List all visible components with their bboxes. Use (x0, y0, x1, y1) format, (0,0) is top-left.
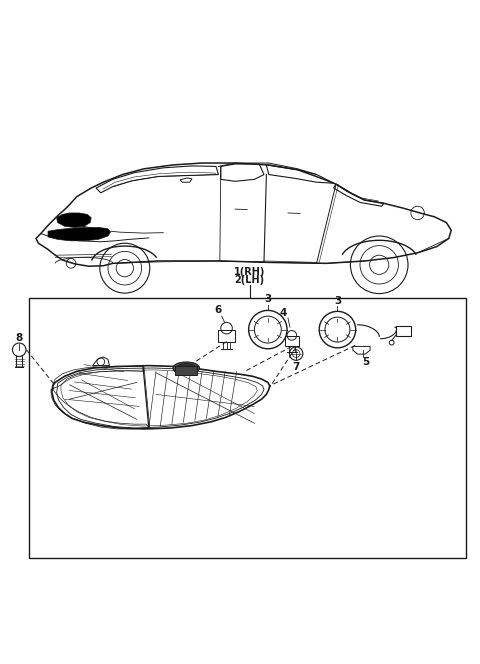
Polygon shape (48, 227, 110, 241)
Ellipse shape (177, 364, 196, 373)
Polygon shape (57, 213, 91, 227)
Text: 5: 5 (362, 357, 370, 367)
Text: 2(LH): 2(LH) (235, 276, 264, 286)
Bar (29, 298, 466, 558)
Ellipse shape (173, 362, 200, 374)
Text: 1(RH): 1(RH) (234, 267, 265, 277)
Text: 8: 8 (15, 333, 23, 343)
Text: 6: 6 (215, 305, 222, 315)
Text: 4: 4 (279, 307, 287, 317)
Text: 3: 3 (334, 295, 341, 305)
Bar (285, 336, 299, 347)
Bar (396, 326, 411, 336)
Bar (218, 329, 235, 341)
Text: 3: 3 (264, 294, 272, 304)
Bar (175, 366, 197, 375)
Text: 7: 7 (292, 362, 300, 372)
